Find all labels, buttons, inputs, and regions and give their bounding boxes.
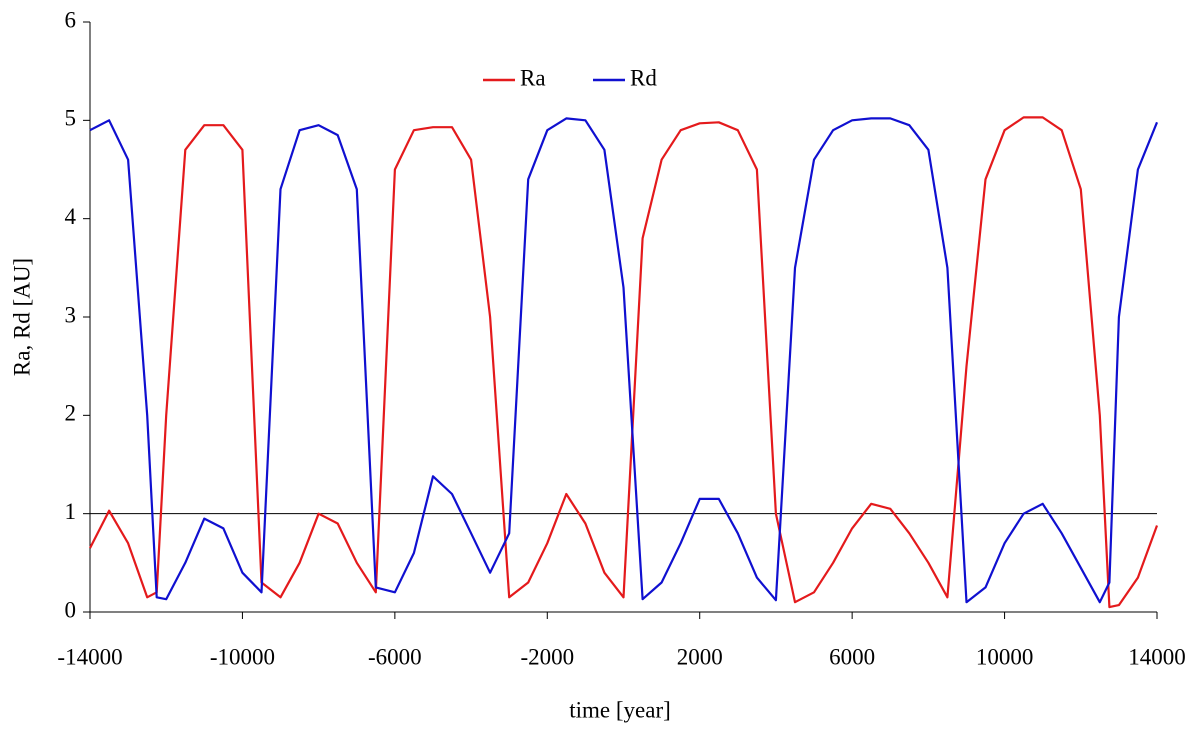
x-tick-label: -2000 (520, 644, 574, 669)
y-tick-label: 5 (65, 106, 77, 131)
y-tick-label: 3 (65, 302, 77, 327)
x-tick-label: -10000 (210, 644, 275, 669)
x-tick-label: 2000 (677, 644, 723, 669)
x-tick-label: -14000 (57, 644, 122, 669)
x-tick-label: 10000 (976, 644, 1034, 669)
y-tick-label: 0 (65, 597, 77, 622)
x-tick-label: 6000 (829, 644, 875, 669)
y-tick-label: 1 (65, 499, 77, 524)
x-axis-label: time [year] (569, 697, 671, 722)
x-tick-label: 14000 (1128, 644, 1186, 669)
series-line (89, 117, 1159, 604)
legend-label: Ra (520, 65, 546, 90)
y-tick-label: 4 (65, 204, 77, 229)
y-axis-label: Ra, Rd [AU] (9, 258, 34, 376)
y-tick-label: 6 (65, 7, 77, 32)
x-tick-label: -6000 (368, 644, 422, 669)
y-tick-label: 2 (65, 401, 77, 426)
legend-label: Rd (630, 65, 657, 90)
series-line (89, 116, 1159, 609)
